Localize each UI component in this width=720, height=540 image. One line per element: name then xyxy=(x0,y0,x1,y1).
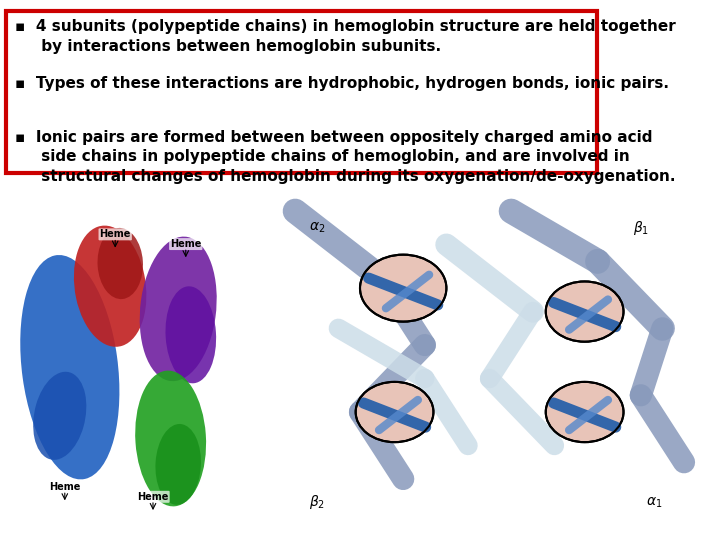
Text: ▪  Ionic pairs are formed between between oppositely charged amino acid
     sid: ▪ Ionic pairs are formed between between… xyxy=(15,130,675,184)
Text: $\beta_2$: $\beta_2$ xyxy=(309,494,325,511)
Circle shape xyxy=(360,255,446,322)
Text: Heme: Heme xyxy=(49,482,81,492)
Text: Heme: Heme xyxy=(170,239,202,249)
Circle shape xyxy=(546,281,624,342)
Ellipse shape xyxy=(33,372,86,460)
Text: ▪  Types of these interactions are hydrophobic, hydrogen bonds, ionic pairs.: ▪ Types of these interactions are hydrop… xyxy=(15,76,669,91)
Text: Heme: Heme xyxy=(99,230,131,239)
Ellipse shape xyxy=(166,286,216,383)
Ellipse shape xyxy=(135,370,206,507)
Text: $\alpha_1$: $\alpha_1$ xyxy=(646,495,662,510)
Ellipse shape xyxy=(140,237,217,381)
Ellipse shape xyxy=(20,255,120,480)
Text: Heme: Heme xyxy=(138,492,168,502)
FancyBboxPatch shape xyxy=(6,11,598,173)
Ellipse shape xyxy=(74,226,146,347)
Text: $\alpha_2$: $\alpha_2$ xyxy=(309,221,325,235)
Ellipse shape xyxy=(156,424,201,505)
Text: $\beta_1$: $\beta_1$ xyxy=(633,219,649,237)
Ellipse shape xyxy=(97,228,143,299)
Text: ▪  4 subunits (polypeptide chains) in hemoglobin structure are held together
   : ▪ 4 subunits (polypeptide chains) in hem… xyxy=(15,19,676,53)
Circle shape xyxy=(356,382,433,442)
Circle shape xyxy=(546,382,624,442)
